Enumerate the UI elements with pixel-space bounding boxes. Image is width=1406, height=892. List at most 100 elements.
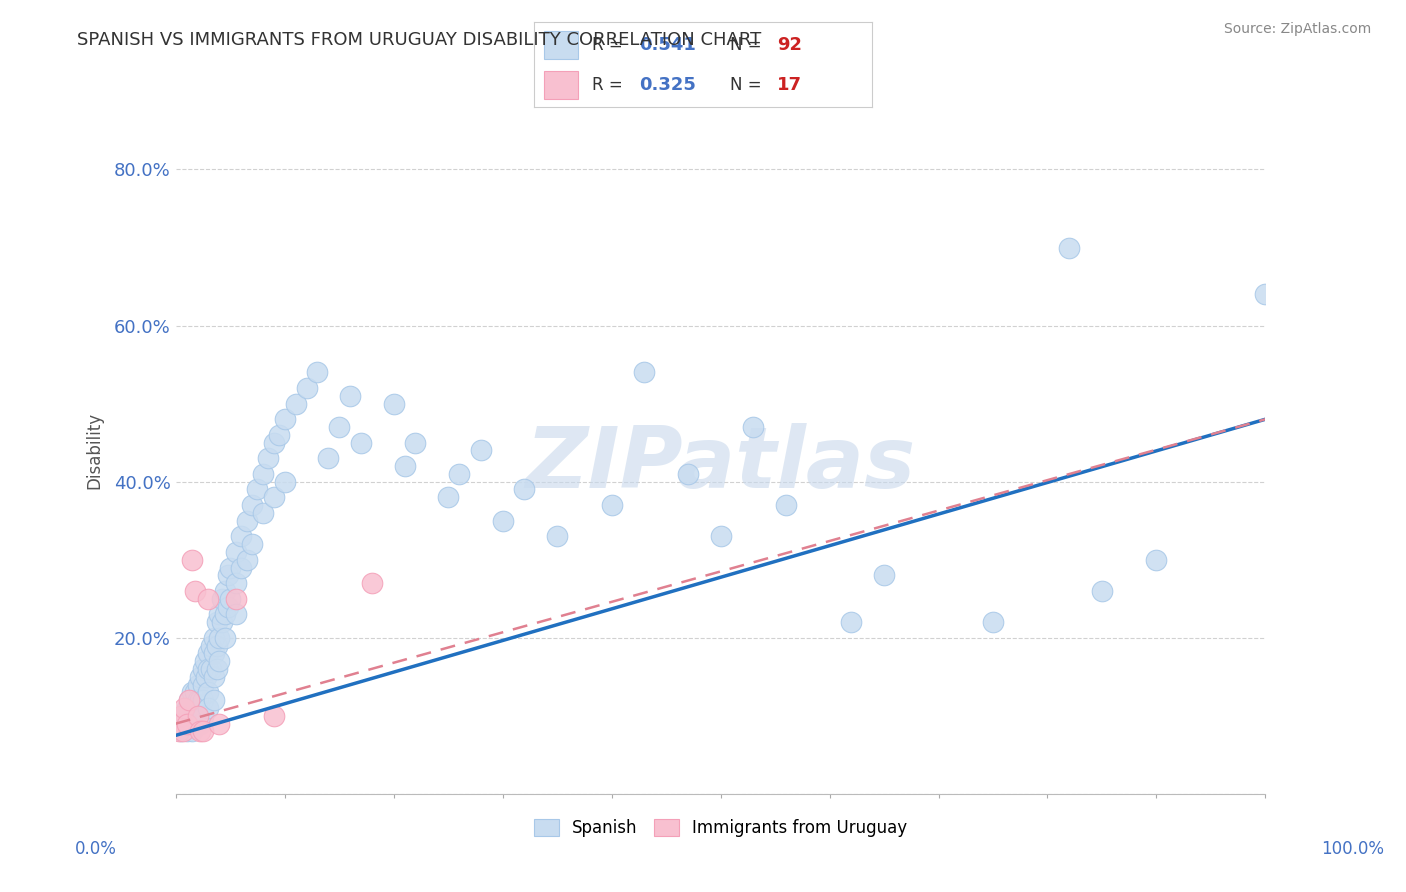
Point xyxy=(981,615,1004,630)
Text: 0.325: 0.325 xyxy=(638,76,696,94)
Point xyxy=(188,670,211,684)
Point xyxy=(186,693,209,707)
Point xyxy=(211,615,233,630)
Point xyxy=(252,467,274,481)
Point xyxy=(217,599,239,614)
Point xyxy=(184,583,207,598)
Point xyxy=(284,396,307,410)
Point xyxy=(546,529,568,543)
Point xyxy=(181,552,204,567)
Text: Source: ZipAtlas.com: Source: ZipAtlas.com xyxy=(1223,22,1371,37)
Point xyxy=(200,639,222,653)
Point xyxy=(269,427,291,442)
Point xyxy=(188,724,211,739)
Point xyxy=(188,716,211,731)
Point xyxy=(295,381,318,395)
Text: 0.541: 0.541 xyxy=(638,37,696,54)
Point xyxy=(202,631,225,645)
Point xyxy=(339,389,361,403)
Point xyxy=(191,678,214,692)
Text: 100.0%: 100.0% xyxy=(1322,840,1384,858)
Point xyxy=(172,724,194,739)
Text: N =: N = xyxy=(730,76,766,94)
Point xyxy=(184,708,207,723)
Point xyxy=(191,693,214,707)
Point xyxy=(200,662,222,676)
Point xyxy=(197,591,219,606)
Point xyxy=(633,366,655,380)
Point xyxy=(186,708,209,723)
Point xyxy=(176,724,198,739)
Y-axis label: Disability: Disability xyxy=(84,412,103,489)
Point xyxy=(191,708,214,723)
Point xyxy=(211,591,233,606)
Point xyxy=(214,631,236,645)
Point xyxy=(191,724,214,739)
Point xyxy=(186,708,209,723)
Point xyxy=(235,552,257,567)
Point xyxy=(225,545,247,559)
Point xyxy=(328,420,350,434)
Point xyxy=(214,583,236,598)
Point xyxy=(274,475,297,489)
Point xyxy=(195,670,218,684)
Point xyxy=(263,435,285,450)
Point xyxy=(437,490,460,504)
Point xyxy=(307,366,329,380)
Text: R =: R = xyxy=(592,37,627,54)
Point xyxy=(202,693,225,707)
Point xyxy=(181,716,204,731)
Point xyxy=(177,693,200,707)
Point xyxy=(350,435,373,450)
Point xyxy=(1254,287,1277,301)
Point xyxy=(197,701,219,715)
Point xyxy=(219,560,242,574)
Point xyxy=(405,435,427,450)
Point xyxy=(235,514,257,528)
Point xyxy=(167,724,190,739)
Text: ZIPatlas: ZIPatlas xyxy=(526,423,915,506)
Point xyxy=(231,529,253,543)
Point xyxy=(873,568,896,582)
Point xyxy=(257,451,280,466)
Point xyxy=(186,678,209,692)
Point xyxy=(394,458,416,473)
Point xyxy=(172,708,194,723)
Point xyxy=(177,693,200,707)
Point xyxy=(217,568,239,582)
Point xyxy=(181,724,204,739)
Point xyxy=(231,560,253,574)
Text: 17: 17 xyxy=(778,76,803,94)
Point xyxy=(676,467,699,481)
Point xyxy=(197,685,219,699)
Point xyxy=(173,701,195,715)
Point xyxy=(188,693,211,707)
Point xyxy=(202,670,225,684)
Point xyxy=(252,506,274,520)
Legend: Spanish, Immigrants from Uruguay: Spanish, Immigrants from Uruguay xyxy=(527,813,914,844)
Point xyxy=(208,654,231,668)
Text: SPANISH VS IMMIGRANTS FROM URUGUAY DISABILITY CORRELATION CHART: SPANISH VS IMMIGRANTS FROM URUGUAY DISAB… xyxy=(77,31,762,49)
Point xyxy=(173,716,195,731)
Point xyxy=(170,724,193,739)
Point xyxy=(240,498,263,512)
Point xyxy=(246,483,269,497)
Point xyxy=(202,646,225,660)
Point xyxy=(360,576,382,591)
Point xyxy=(1144,552,1167,567)
Point xyxy=(710,529,733,543)
Point xyxy=(191,662,214,676)
Point xyxy=(179,708,201,723)
Point xyxy=(513,483,536,497)
Point xyxy=(205,639,228,653)
FancyBboxPatch shape xyxy=(544,70,578,99)
Point xyxy=(205,615,228,630)
Point xyxy=(263,490,285,504)
Text: 0.0%: 0.0% xyxy=(75,840,117,858)
Point xyxy=(470,443,492,458)
Point xyxy=(184,685,207,699)
Point xyxy=(169,716,191,731)
Point xyxy=(194,654,217,668)
Point xyxy=(208,631,231,645)
Point xyxy=(742,420,765,434)
